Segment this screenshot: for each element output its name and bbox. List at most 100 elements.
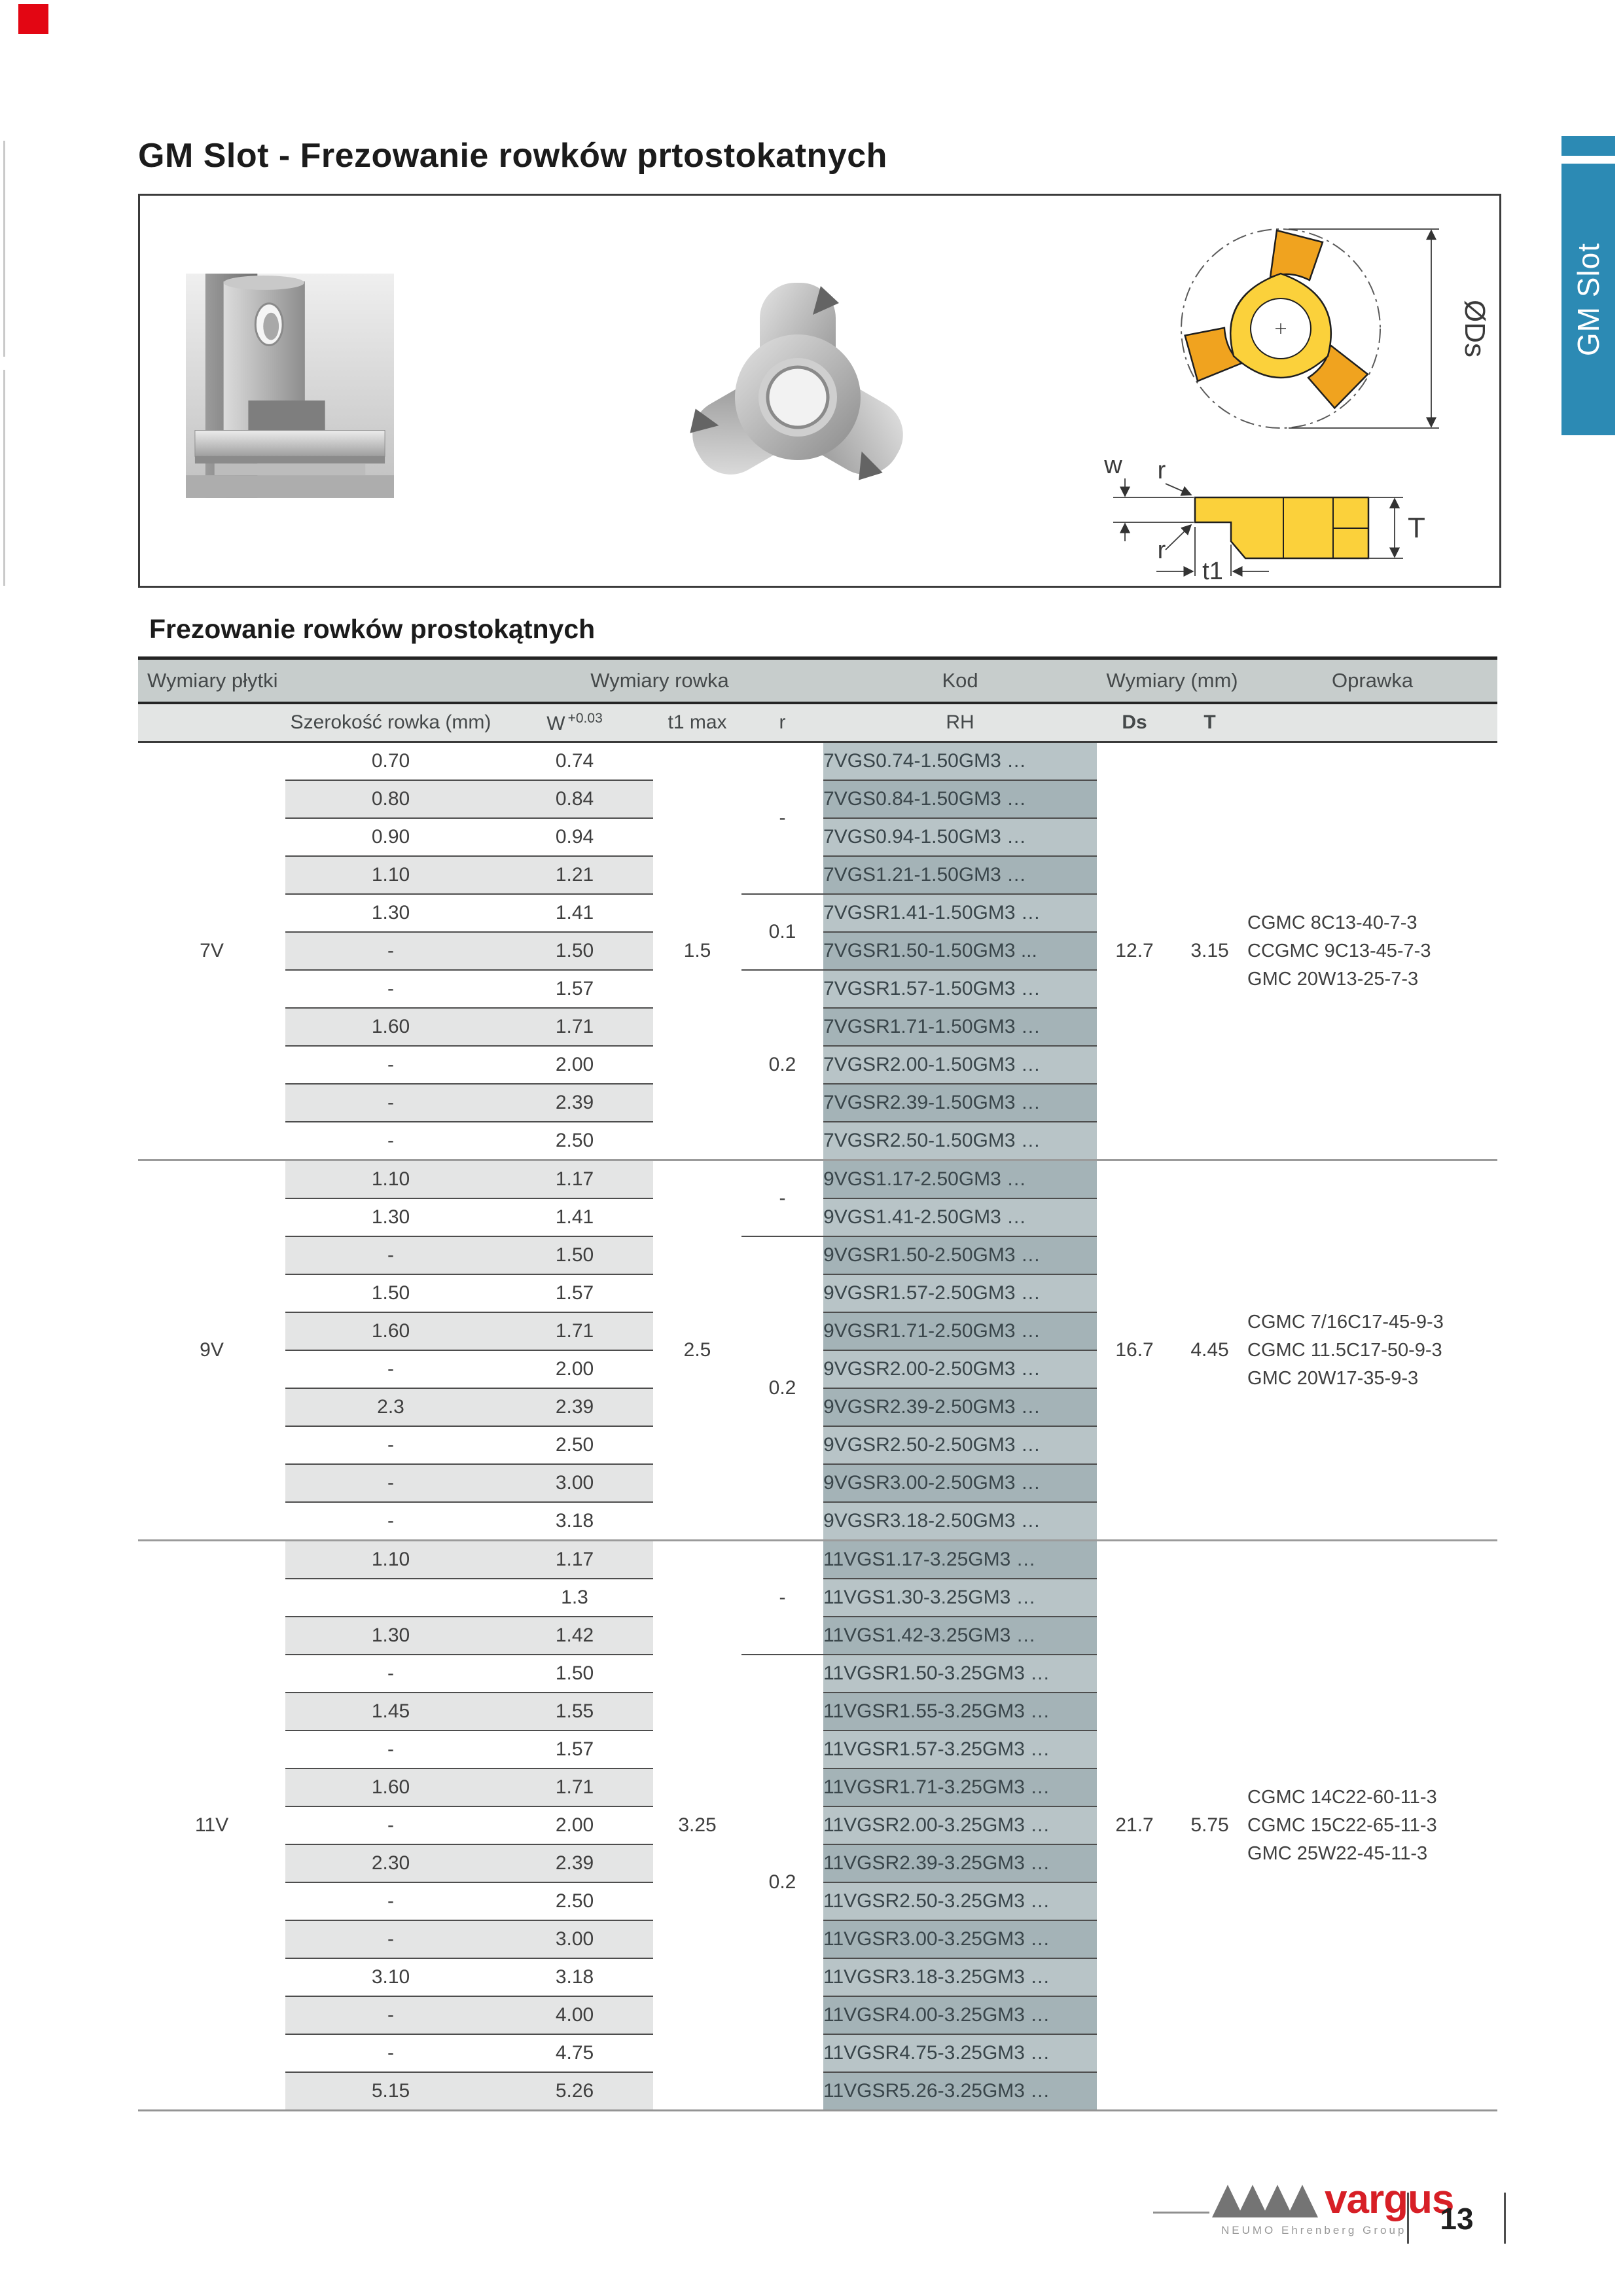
cell-w: 0.74 [496, 742, 654, 781]
cell-t: 4.45 [1172, 1159, 1248, 1541]
cell-w: 1.57 [496, 970, 654, 1009]
cell-szerokosc-rowka: - [285, 1084, 497, 1122]
lower-disc [214, 463, 366, 476]
cell-szerokosc-rowka: - [285, 1920, 497, 1959]
table-row: 1.30 1.41 0.1 7VGSR1.41-1.50GM3 … [138, 894, 1497, 971]
cell-w: 1.57 [496, 1731, 654, 1769]
oprawka-line: CGMC 7/16C17-45-9-3 [1247, 1311, 1444, 1333]
table-row: 1.60 1.71 11VGSR1.71-3.25GM3 … [138, 1768, 1497, 1807]
table-row: 1.30 1.42 11VGS1.42-3.25GM3 … [138, 1617, 1497, 1655]
page-number: 13 [1440, 2202, 1474, 2236]
table-row: -1.50 0.2 11VGSR1.50-3.25GM3 … [138, 1655, 1497, 1893]
cell-code-rh: 7VGS0.84-1.50GM3 … [823, 780, 1097, 819]
t-extension-lines [1368, 497, 1403, 559]
col-header-oprawka-empty [1247, 703, 1498, 743]
illustration-frame: ØDs w r r t1 T [138, 194, 1501, 588]
cell-code-rh: 7VGSR1.50-1.50GM3 ... [823, 932, 1097, 971]
pitch-circle [1181, 228, 1381, 429]
table-row: -2.39 7VGSR2.39-1.50GM3 … [138, 1084, 1497, 1122]
ds-extension-lines [1289, 228, 1439, 429]
table-row: -4.75 11VGSR4.75-3.25GM3 … [138, 2034, 1497, 2073]
footer-rule [1153, 2212, 1209, 2214]
side-tab-label: GM Slot [1571, 242, 1605, 357]
vargus-wordmark: vargus [1325, 2177, 1454, 2222]
cell-w: 1.55 [496, 1693, 654, 1731]
table-row: -2.00 11VGSR2.00-3.25GM3 … [138, 1806, 1497, 1845]
cell-w: 1.42 [496, 1617, 654, 1655]
cell-w: 1.41 [496, 894, 654, 933]
table-row: 1.3 11VGS1.30-3.25GM3 … [138, 1579, 1497, 1617]
oprawka-line: CGMC 11.5C17-50-9-3 [1247, 1339, 1442, 1361]
oprawka-line: GMC 20W13-25-7-3 [1247, 968, 1419, 990]
t1-extension-lines [1194, 527, 1232, 576]
cutter-render [690, 283, 903, 480]
table-row: -2.00 9VGSR2.00-2.50GM3 … [138, 1350, 1497, 1389]
table-row: -1.57 0.2 7VGSR1.57-1.50GM3 … [138, 970, 1497, 1075]
cell-code-rh: 11VGS1.17-3.25GM3 … [823, 1539, 1097, 1579]
center-bore [766, 365, 830, 429]
col-group-kod: Kod [823, 658, 1097, 704]
col-header-rh: RH [823, 703, 1097, 743]
cell-code-rh: 9VGSR1.57-2.50GM3 … [823, 1274, 1097, 1313]
cell-szerokosc-rowka: - [285, 970, 497, 1009]
cell-t: 5.75 [1172, 1539, 1248, 2111]
cell-szerokosc-rowka: 1.50 [285, 1274, 497, 1313]
profile-seams [1283, 497, 1368, 558]
cell-szerokosc-rowka: 0.90 [285, 818, 497, 857]
tool-body-top [223, 276, 304, 290]
cell-w: 2.00 [496, 1806, 654, 1845]
cell-szerokosc-rowka: - [285, 1426, 497, 1465]
cell-code-rh: 7VGSR1.71-1.50GM3 … [823, 1008, 1097, 1047]
page-title: GM Slot - Frezowanie rowków prtostokatny… [138, 137, 887, 175]
cell-code-rh: 11VGSR2.39-3.25GM3 … [823, 1844, 1097, 1883]
cell-szerokosc-rowka: 0.70 [285, 742, 497, 781]
footer-divider [1504, 2193, 1506, 2244]
cell-w: 5.26 [496, 2072, 654, 2111]
table-row: 1.10 1.21 7VGS1.21-1.50GM3 … [138, 856, 1497, 895]
vargus-logo: vargus [1212, 2177, 1454, 2222]
table-row: 9V 1.10 1.17 2.5-9VGS1.17-2.50GM3 … 16.7 4.45… [138, 1159, 1498, 1541]
cell-szerokosc-rowka: - [387, 1130, 394, 1151]
cell-szerokosc-rowka: 1.10 [285, 1159, 497, 1199]
cell-szerokosc-rowka: - [285, 1046, 497, 1085]
clamping-unit-photo [186, 274, 394, 498]
cell-w: 0.94 [496, 818, 654, 857]
col-group-wymiary-mm: Wymiary (mm) [1097, 658, 1248, 704]
cell-t1-max: 3.25 [653, 1539, 742, 2111]
cell-code-rh: 7VGSR1.57-1.50GM3 … [823, 970, 1097, 1009]
table-row: 0.90 0.94 7VGS0.94-1.50GM3 … [138, 818, 1497, 857]
catalog-table: Wymiary płytki Wymiary rowka Kod Wymiary… [138, 656, 1498, 2111]
cell-w: 2.50 [555, 1130, 594, 1151]
center-cross [1275, 323, 1286, 334]
table-row: 1.60 1.71 9VGSR1.71-2.50GM3 … [138, 1312, 1497, 1351]
table-header-columns: Szerokość rowka (mm) W +0.03 t1 max r RH … [138, 703, 1498, 743]
cell-t1-max: 2.5 [653, 1159, 742, 1541]
r-lower-label: r [1158, 537, 1166, 564]
cell-oprawka: CGMC 14C22-60-11-3 CGMC 15C22-65-11-3 GMC … [1247, 1539, 1498, 2111]
table-row: 0.80 0.84 7VGS0.84-1.50GM3 … [138, 780, 1497, 819]
cell-w: 2.00 [496, 1046, 654, 1085]
cell-szerokosc-rowka: 1.45 [285, 1693, 497, 1731]
page-edge-mark [3, 141, 5, 357]
cell-ds: 16.7 [1097, 1159, 1173, 1541]
cell-r: - [741, 1539, 824, 1655]
cell-r: - [741, 742, 824, 895]
oprawka-line: GMC 25W22-45-11-3 [1247, 1842, 1428, 1864]
col-header-empty [138, 703, 285, 743]
corner-red-marker [18, 4, 48, 34]
cell-szerokosc-rowka: - [285, 1806, 497, 1845]
cell-w: 1.17 [496, 1159, 654, 1199]
cell-r: 0.1 [741, 894, 824, 971]
cell-szerokosc-rowka: 1.30 [285, 894, 497, 933]
cell-code-rh: 9VGSR2.39-2.50GM3 … [823, 1388, 1097, 1427]
cell-w: 3.18 [496, 1958, 654, 1997]
table-row: 3.10 3.18 11VGSR3.18-3.25GM3 … [138, 1958, 1497, 1997]
table-row: -1.50 7VGSR1.50-1.50GM3 ... [138, 932, 1497, 971]
col-header-szerokosc: Szerokość rowka (mm) [285, 703, 497, 743]
t-label: T [1408, 512, 1425, 544]
cell-szerokosc-rowka: 0.80 [285, 780, 497, 819]
cell-w: 2.50 [496, 1426, 654, 1465]
cell-code-rh: 9VGSR3.00-2.50GM3 … [823, 1464, 1097, 1503]
cell-szerokosc-rowka: 1.60 [285, 1008, 497, 1047]
cell-t: 3.15 [1190, 940, 1229, 961]
